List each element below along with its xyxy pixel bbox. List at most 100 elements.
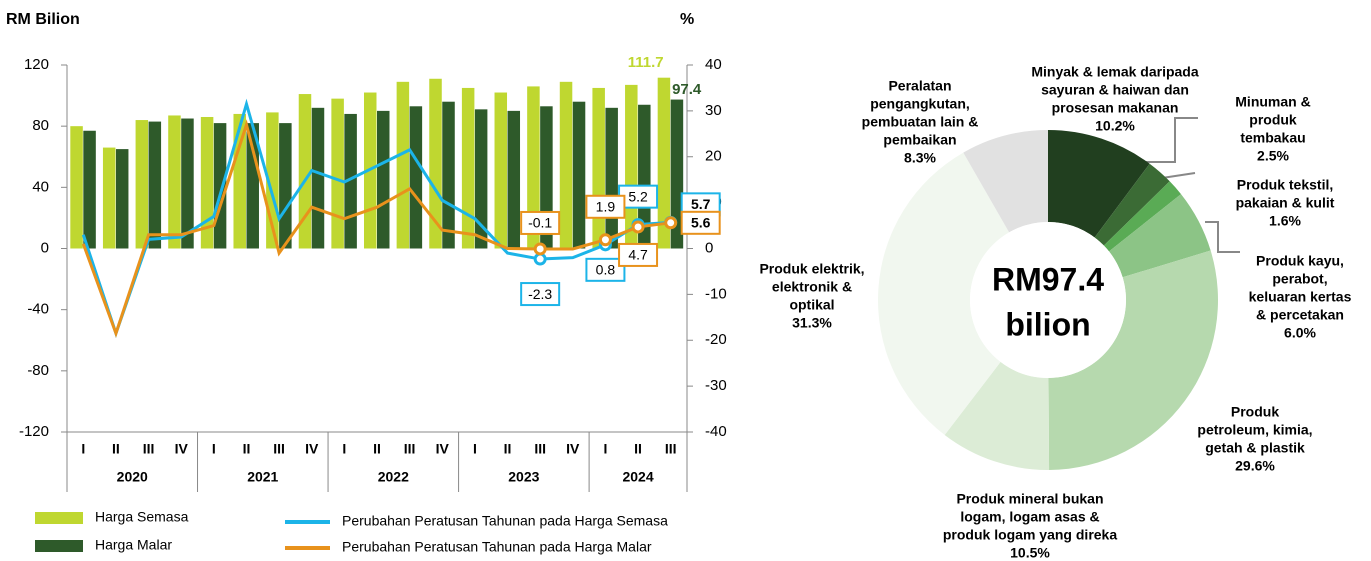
slice-label: petroleum, kimia, [1197, 422, 1312, 438]
bar [461, 87, 475, 249]
slice-value-label: 2.5% [1257, 148, 1289, 164]
line-value-label: -2.3 [528, 286, 552, 302]
x-tick-label: I [603, 441, 607, 457]
legend-label: Perubahan Peratusan Tahunan pada Harga S… [342, 513, 668, 529]
bar [70, 126, 83, 249]
y-tick-label: -80 [27, 362, 49, 379]
bar [115, 149, 129, 249]
y-tick-label: 120 [24, 56, 49, 73]
slice-label: Produk elektrik, [759, 261, 864, 277]
bar [572, 101, 586, 249]
bar [507, 110, 521, 249]
slice-value-label: 10.2% [1095, 118, 1135, 134]
slice-label: produk [1249, 112, 1297, 128]
x-tick-label: III [534, 441, 546, 457]
y-tick-label: 0 [41, 239, 49, 256]
x-tick-label: I [212, 441, 216, 457]
slice-value-label: 8.3% [904, 150, 936, 166]
y-tick-label: 40 [32, 178, 49, 195]
line-value-label: 4.7 [628, 247, 648, 263]
bar [168, 115, 181, 249]
slice-label: tembakau [1240, 130, 1305, 146]
leader-line [1205, 221, 1240, 253]
line-value-label: 5.6 [691, 215, 711, 231]
slice-label: pengangkutan, [870, 96, 970, 112]
slice-value-label: 6.0% [1284, 325, 1316, 341]
slice-label: Produk [1231, 404, 1279, 420]
y-tick-label: -120 [19, 423, 49, 440]
leader-line [1140, 117, 1198, 163]
donut-slice [1048, 250, 1218, 470]
line-value-label: 1.9 [596, 198, 616, 214]
legend-swatch [35, 512, 83, 524]
x-tick-label: III [404, 441, 416, 457]
slice-label: Minuman & [1235, 94, 1310, 110]
bar [474, 109, 488, 249]
slice-label: Produk mineral bukan [956, 491, 1103, 507]
legend-label: Harga Malar [95, 537, 172, 553]
label-box [618, 242, 659, 267]
y-tick-label: -40 [27, 301, 49, 318]
bar [527, 86, 540, 249]
y2-tick-label: -40 [705, 423, 727, 440]
slice-label: logam, logam asas & [960, 509, 1099, 525]
bar [670, 99, 684, 249]
x-tick-label: IV [436, 441, 450, 457]
bar [494, 92, 508, 249]
line-value-label: 5.7 [691, 196, 711, 212]
slice-label: Minyak & lemak daripada [1031, 64, 1199, 80]
line-value-label: 0.8 [596, 262, 616, 278]
bar [442, 101, 455, 249]
slice-label: elektronik & [772, 279, 852, 295]
y2-tick-label: -10 [705, 285, 727, 302]
donut-hole [970, 222, 1126, 378]
slice-label: & percetakan [1256, 307, 1344, 323]
label-box [585, 257, 626, 282]
bar [429, 78, 442, 249]
slice-label: sayuran & haiwan dan [1041, 82, 1189, 98]
bar [233, 113, 246, 249]
leader-line [1161, 172, 1196, 179]
bar [200, 116, 214, 249]
bar-value-label: 97.4 [672, 81, 702, 98]
x-group-label: 2020 [117, 469, 148, 485]
y2-tick-label: 0 [705, 239, 713, 256]
y2-tick-label: -20 [705, 331, 727, 348]
x-tick-label: I [342, 441, 346, 457]
legend-label: Harga Semasa [95, 509, 189, 525]
bar [657, 77, 671, 249]
donut-slice [1103, 181, 1182, 252]
bar [279, 123, 292, 249]
y2-tick-label: 20 [705, 148, 722, 165]
bar [311, 107, 325, 249]
label-box [520, 282, 561, 307]
bar [377, 110, 390, 249]
x-group-label: 2022 [378, 469, 409, 485]
slice-label: pakaian & kulit [1236, 195, 1335, 211]
x-tick-label: III [273, 441, 285, 457]
slice-label: Produk kayu, [1256, 253, 1344, 269]
slice-value-label: 1.6% [1269, 213, 1301, 229]
slice-label: pembuatan lain & [862, 114, 979, 130]
donut-slice [1109, 194, 1211, 278]
x-group-label: 2021 [247, 469, 278, 485]
x-tick-label: IV [305, 441, 319, 457]
bar [396, 81, 410, 249]
point [533, 242, 547, 256]
bar [638, 104, 651, 249]
x-tick-label: II [504, 441, 512, 457]
line [81, 98, 671, 339]
point [598, 233, 612, 247]
y2-tick-label: -30 [705, 377, 727, 394]
line-value-label: 5.2 [628, 188, 648, 204]
x-tick-label: I [81, 441, 85, 457]
x-tick-label: II [373, 441, 381, 457]
slice-value-label: 10.5% [1010, 545, 1050, 561]
bar [409, 106, 423, 249]
x-tick-label: IV [175, 441, 189, 457]
bar [331, 98, 344, 249]
x-tick-label: I [473, 441, 477, 457]
line-value-label: -0.1 [528, 215, 552, 231]
point [631, 220, 645, 234]
